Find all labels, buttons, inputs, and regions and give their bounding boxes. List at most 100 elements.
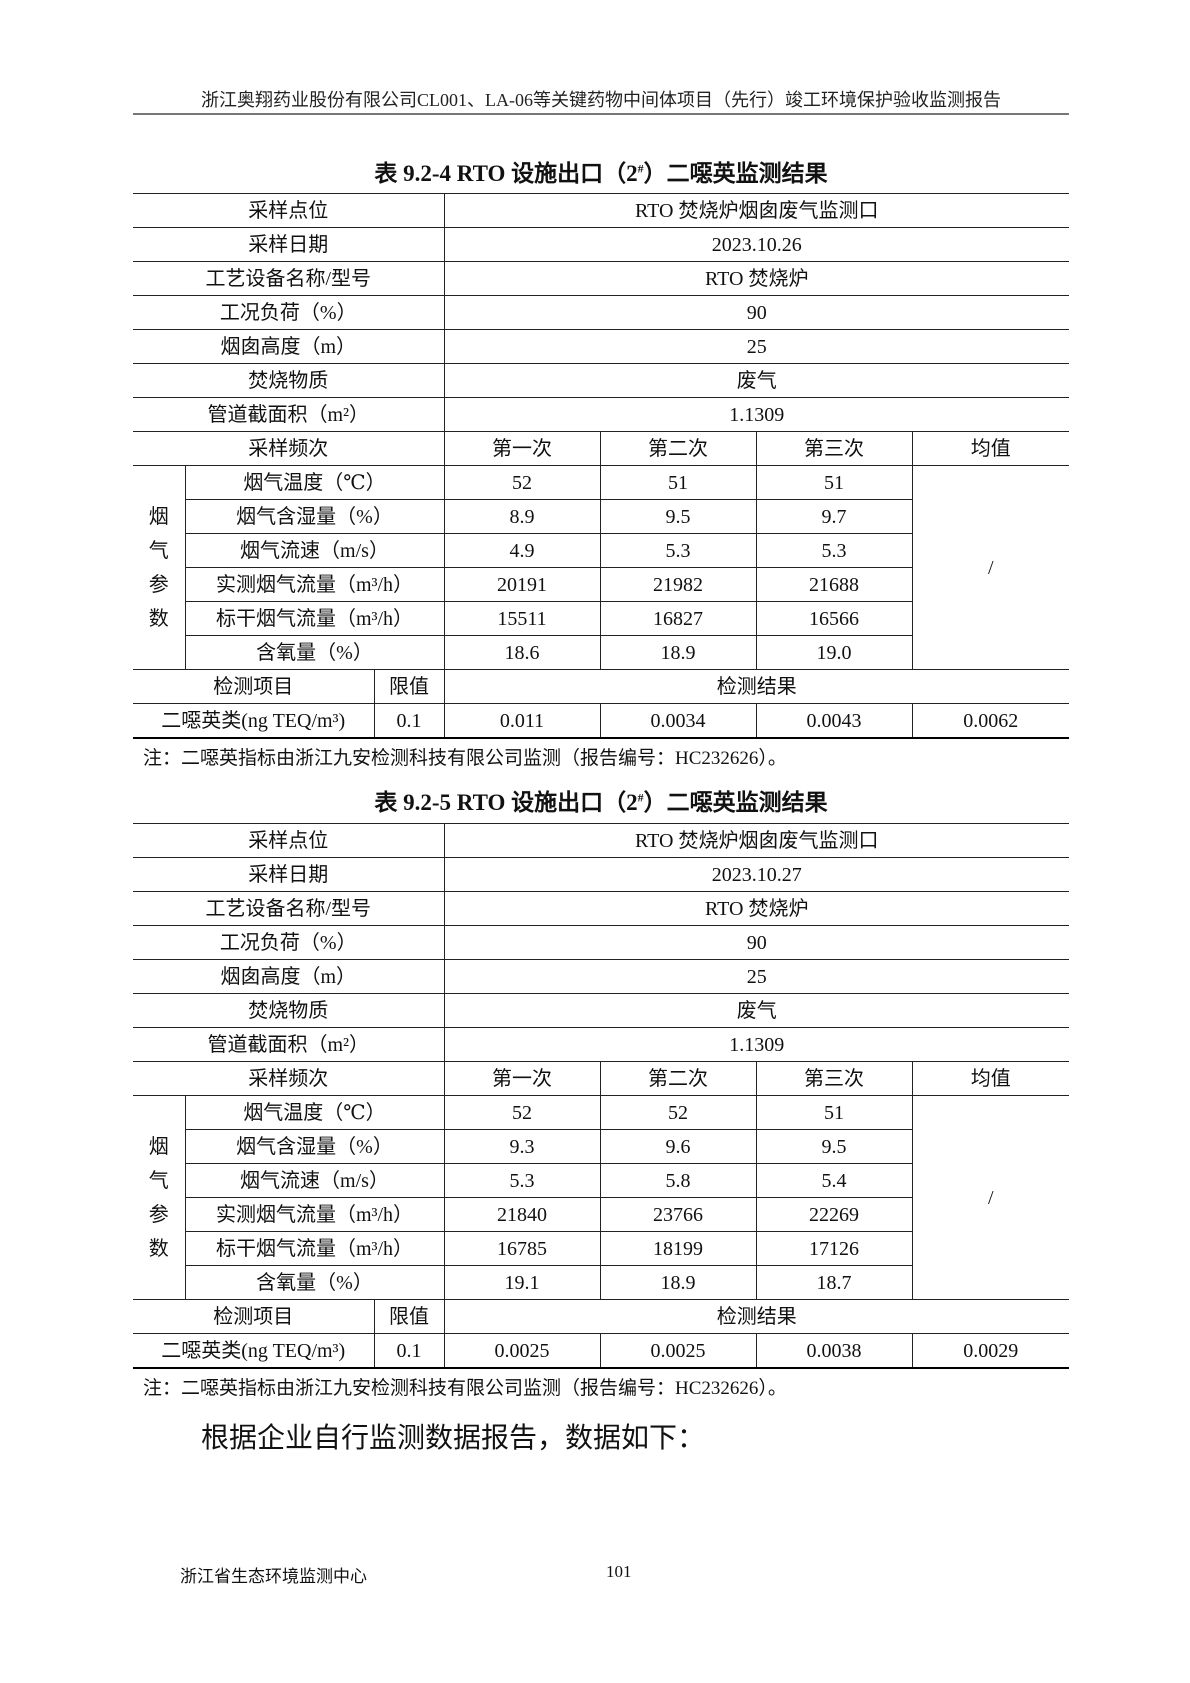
result-value: 0.0038 (755, 1333, 913, 1369)
info-row: 烟囱高度（m） 25 (133, 959, 1070, 994)
param-value: 5.3 (599, 533, 757, 568)
info-value: 90 (443, 925, 1070, 960)
title-text: ）二噁英监测结果 (643, 161, 828, 186)
frequency-header: 第二次 (599, 1061, 757, 1096)
param-value: 16566 (755, 601, 913, 636)
info-label: 焚烧物质 (133, 363, 445, 398)
param-value: 9.6 (599, 1129, 757, 1164)
param-mean: / (911, 1095, 1070, 1300)
info-value: 90 (443, 295, 1070, 330)
result-value: 0.0034 (599, 703, 757, 739)
param-value: 51 (755, 1095, 913, 1130)
param-row: 实测烟气流量（m³/h） 21840 23766 22269 (133, 1197, 1069, 1232)
result-value: 0.0043 (755, 703, 913, 739)
running-header: 浙江奥翔药业股份有限公司CL001、LA-06等关键药物中间体项目（先行）竣工环… (201, 90, 1001, 110)
info-value: RTO 焚烧炉烟囱废气监测口 (443, 823, 1070, 858)
param-value: 20191 (443, 567, 601, 602)
title-sup: # (637, 790, 644, 805)
frequency-header: 第二次 (599, 431, 757, 466)
result-limit: 0.1 (373, 703, 445, 739)
param-value: 52 (599, 1095, 757, 1130)
info-value: 废气 (443, 993, 1070, 1028)
info-row: 烟囱高度（m） 25 (133, 329, 1070, 364)
item-label: 检测项目 (133, 669, 375, 704)
param-row: 烟气含湿量（%） 9.3 9.6 9.5 (133, 1129, 1069, 1164)
page-number: 101 (606, 1562, 632, 1581)
frequency-header: 第三次 (755, 1061, 913, 1096)
param-value: 15511 (443, 601, 601, 636)
param-value: 22269 (755, 1197, 913, 1232)
param-value: 5.8 (599, 1163, 757, 1198)
param-label: 烟气温度（℃） (184, 465, 445, 500)
info-label: 采样日期 (133, 857, 445, 892)
title-sup: # (637, 161, 644, 176)
param-row: 实测烟气流量（m³/h） 20191 21982 21688 (133, 567, 1069, 602)
param-row: 烟气含湿量（%） 8.9 9.5 9.7 (133, 499, 1069, 534)
title-text: 表 9.2-4 RTO 设施出口（2 (374, 161, 638, 186)
result-value: 0.0025 (599, 1333, 757, 1369)
info-row: 采样日期 2023.10.26 (133, 227, 1070, 262)
frequency-label: 采样频次 (133, 431, 445, 466)
param-label: 标干烟气流量（m³/h） (185, 1231, 445, 1266)
info-label: 采样点位 (133, 823, 445, 858)
info-label: 工艺设备名称/型号 (133, 891, 445, 926)
param-value: 5.4 (755, 1163, 913, 1198)
info-row: 工艺设备名称/型号 RTO 焚烧炉 (133, 261, 1070, 296)
info-label: 烟囱高度（m） (133, 959, 445, 994)
param-row: 烟气流速（m/s） 5.3 5.8 5.4 (133, 1163, 1069, 1198)
param-value: 18.6 (443, 635, 601, 670)
info-row: 工艺设备名称/型号 RTO 焚烧炉 (133, 891, 1070, 926)
param-label: 标干烟气流量（m³/h） (185, 601, 445, 636)
frequency-label: 采样频次 (133, 1061, 445, 1096)
table-title-1: 表 9.2-4 RTO 设施出口（2#）二噁英监测结果 (133, 154, 1069, 188)
footer-org: 浙江省生态环境监测中心 (180, 1567, 367, 1586)
param-value: 9.5 (755, 1129, 913, 1164)
param-label: 烟气温度（℃） (184, 1095, 445, 1130)
info-label: 采样日期 (133, 227, 445, 262)
info-row: 工况负荷（%） 90 (133, 295, 1070, 330)
param-group-label: 烟气参数 (133, 465, 186, 670)
param-value: 19.0 (755, 635, 913, 670)
table-title-2: 表 9.2-5 RTO 设施出口（2#）二噁英监测结果 (133, 783, 1069, 817)
param-value: 9.7 (755, 499, 913, 534)
param-value: 18.9 (599, 1265, 757, 1300)
param-value: 51 (755, 465, 913, 500)
param-label: 烟气流速（m/s） (185, 1163, 445, 1198)
param-value: 5.3 (443, 1163, 601, 1198)
param-value: 52 (443, 465, 601, 500)
info-value: 1.1309 (443, 1027, 1070, 1062)
limit-label: 限值 (373, 1299, 445, 1334)
frequency-header: 第一次 (443, 431, 601, 466)
info-label: 管道截面积（m²） (133, 397, 445, 432)
result-header-row: 检测项目 限值 检测结果 (133, 669, 1070, 704)
result-value: 0.0025 (443, 1333, 601, 1369)
result-item: 二噁英类(ng TEQ/m³) (133, 1333, 375, 1369)
info-value: RTO 焚烧炉烟囱废气监测口 (443, 193, 1070, 228)
frequency-row: 采样频次 第一次 第二次 第三次 均值 (133, 431, 1070, 466)
param-row: 含氧量（%） 19.1 18.9 18.7 (133, 1265, 1069, 1300)
info-row: 焚烧物质 废气 (133, 363, 1070, 398)
param-value: 19.1 (443, 1265, 601, 1300)
info-value: 2023.10.26 (443, 227, 1070, 262)
info-value: RTO 焚烧炉 (443, 261, 1070, 296)
param-value: 51 (599, 465, 757, 500)
param-value: 21982 (599, 567, 757, 602)
param-value: 5.3 (755, 533, 913, 568)
param-label: 烟气含湿量（%） (185, 1129, 445, 1164)
limit-label: 限值 (373, 669, 445, 704)
frequency-header: 第三次 (755, 431, 913, 466)
header-divider (133, 113, 1069, 115)
result-limit: 0.1 (373, 1333, 445, 1369)
param-row: 标干烟气流量（m³/h） 15511 16827 16566 (133, 601, 1069, 636)
param-row: 标干烟气流量（m³/h） 16785 18199 17126 (133, 1231, 1069, 1266)
param-row: 含氧量（%） 18.6 18.9 19.0 (133, 635, 1069, 670)
param-label: 烟气流速（m/s） (185, 533, 445, 568)
param-label: 烟气含湿量（%） (185, 499, 445, 534)
param-label: 含氧量（%） (185, 1265, 445, 1300)
info-value: 1.1309 (443, 397, 1070, 432)
result-header-row: 检测项目 限值 检测结果 (133, 1299, 1070, 1334)
info-label: 工艺设备名称/型号 (133, 261, 445, 296)
param-value: 16785 (443, 1231, 601, 1266)
result-row: 二噁英类(ng TEQ/m³) 0.1 0.0025 0.0025 0.0038 0.00… (133, 1333, 1070, 1369)
frequency-header: 均值 (911, 431, 1070, 466)
